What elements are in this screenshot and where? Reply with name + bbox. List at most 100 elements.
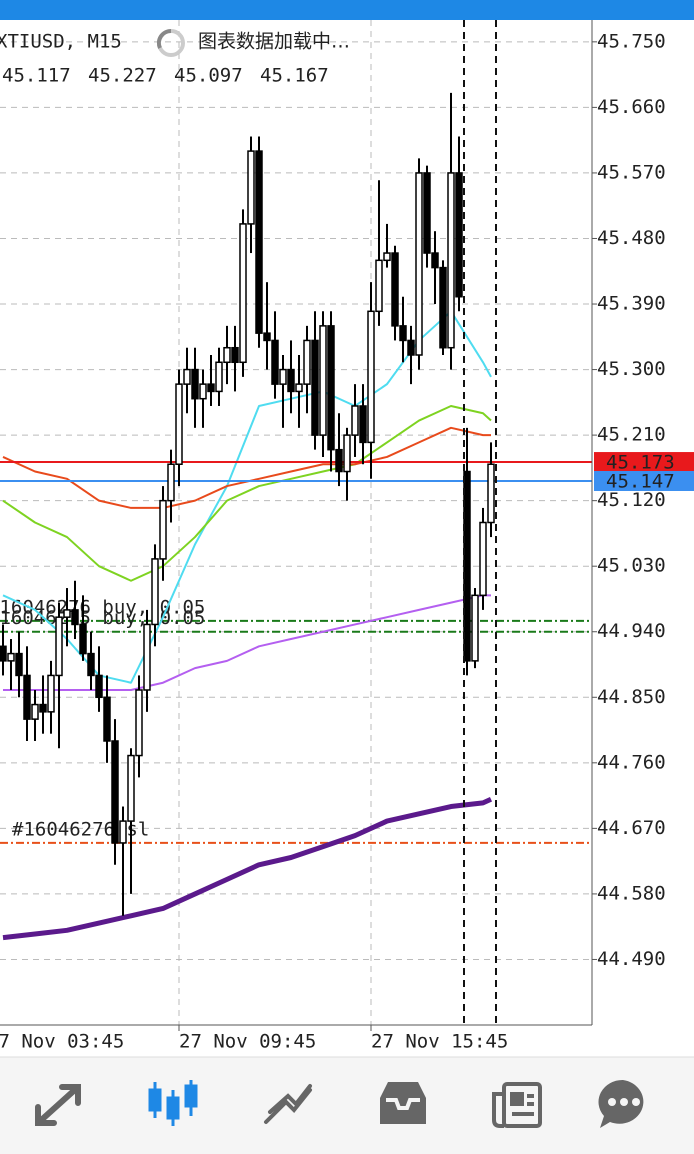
y-tick-label: 45.390	[597, 293, 666, 315]
candle-body	[447, 172, 455, 349]
candle-body	[231, 346, 239, 364]
symbol: XTIUSD, M15	[0, 31, 122, 53]
candle-body	[471, 594, 479, 662]
y-tick-label: 44.760	[597, 751, 666, 773]
candle-body	[247, 150, 255, 225]
candle-body	[255, 150, 263, 334]
y-tick-label: 45.750	[597, 30, 666, 52]
candle-body	[311, 339, 319, 436]
price-tag	[594, 452, 694, 473]
candle-body	[183, 368, 191, 385]
nav-chart[interactable]	[148, 1080, 198, 1126]
ohlc-value: 45.227	[88, 65, 157, 87]
x-tick-label: 27 Nov 03:45	[0, 1031, 124, 1053]
candle-body	[383, 252, 391, 262]
y-tick-label: 44.670	[597, 817, 666, 839]
candle-body	[39, 703, 47, 713]
y-tick-label: 45.030	[597, 555, 666, 577]
candle-body	[79, 623, 87, 655]
candle-body	[199, 383, 207, 400]
status-bar	[0, 0, 694, 20]
ohlc-value: 45.167	[260, 65, 329, 87]
nav-bar	[0, 1057, 694, 1154]
candle-body	[87, 652, 95, 677]
y-tick-label: 44.490	[597, 948, 666, 970]
moving-average	[2, 404, 492, 582]
candle-body	[47, 674, 55, 713]
x-tick-label: 27 Nov 15:45	[371, 1031, 508, 1053]
candle-body	[431, 252, 439, 269]
candle-body	[63, 609, 71, 618]
nav-history[interactable]	[380, 1082, 426, 1124]
candle-body	[7, 652, 15, 662]
loading-icon	[156, 28, 185, 57]
ohlc-value: 45.117	[2, 65, 71, 87]
candle-body	[191, 368, 199, 400]
candle-body	[143, 623, 151, 691]
candle-body	[287, 368, 295, 393]
candle-body	[319, 325, 327, 436]
candle-body	[487, 463, 495, 524]
candle-body	[303, 339, 311, 385]
candle-body	[223, 346, 231, 364]
candle-body	[159, 499, 167, 560]
candle-body	[367, 310, 375, 444]
candle-body	[439, 266, 447, 349]
candle-body	[31, 703, 39, 720]
candle-body	[455, 172, 463, 298]
candle-body	[95, 674, 103, 699]
candle-body	[15, 652, 23, 677]
moving-average	[2, 796, 493, 941]
y-tick-label: 45.660	[597, 96, 666, 118]
price-tag-label: 45.173	[606, 452, 675, 474]
moving-average	[2, 426, 491, 509]
y-tick-label: 44.850	[597, 686, 666, 708]
candle-body	[263, 332, 271, 342]
candle-body	[423, 172, 431, 254]
nav-chat[interactable]	[598, 1079, 644, 1128]
candle-body	[71, 609, 79, 626]
candle-body	[399, 325, 407, 342]
moving-average	[3, 594, 491, 691]
order-label: #16046275 buy, 0.05	[0, 607, 205, 629]
candle-body	[207, 383, 215, 393]
nav-quotes[interactable]	[35, 1084, 81, 1126]
y-tick-label: 45.300	[597, 358, 666, 380]
price-tag	[594, 470, 694, 491]
candle-body	[215, 361, 223, 393]
candle-body	[271, 339, 279, 385]
candle-body	[239, 223, 247, 364]
candle-body	[479, 521, 487, 597]
candle-body	[111, 740, 119, 844]
loading-status: 图表数据加载中…	[198, 31, 350, 53]
candle-body	[343, 434, 351, 473]
candle-body	[127, 754, 135, 822]
chart-area: #16046276 buy, 0.05#16046275 buy, 0.05#1…	[0, 20, 592, 1025]
candle-body	[175, 383, 183, 465]
ohlc-value: 45.097	[174, 65, 243, 87]
candle-body	[23, 674, 31, 720]
x-tick-label: 27 Nov 09:45	[179, 1031, 316, 1053]
y-tick-label: 44.580	[597, 882, 666, 904]
candle-body	[375, 259, 383, 313]
nav-news[interactable]	[492, 1082, 542, 1128]
candle-body	[279, 368, 287, 385]
candle-body	[407, 339, 415, 356]
candle-body	[0, 645, 7, 662]
candle-body	[55, 616, 63, 677]
candle-body	[335, 448, 343, 473]
y-tick-label: 45.480	[597, 227, 666, 249]
price-tag-label: 45.147	[606, 470, 675, 492]
candle-body	[351, 405, 359, 436]
nav-trade[interactable]	[264, 1084, 312, 1124]
y-tick-label: 45.210	[597, 424, 666, 446]
y-tick-label: 44.940	[597, 620, 666, 642]
candle-body	[151, 558, 159, 626]
candle-body	[415, 172, 423, 356]
y-tick-label: 45.570	[597, 161, 666, 183]
ohlc-info: 45.117 45.227 45.097 45.167	[2, 65, 329, 87]
candle-body	[391, 252, 399, 327]
candle-body	[359, 405, 367, 444]
